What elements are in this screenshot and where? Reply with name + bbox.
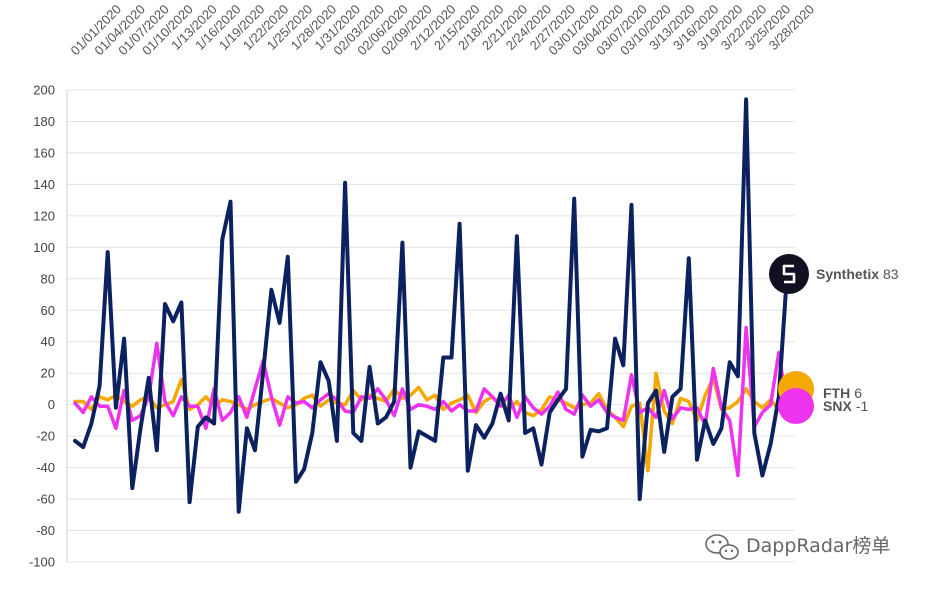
series-name-label: SNX (823, 398, 852, 414)
end-marker-synthetix: Synthetix 83 (769, 254, 899, 294)
y-tick-label: 100 (33, 240, 55, 255)
y-tick-label: -40 (36, 460, 55, 475)
watermark: DappRadar榜单 (705, 534, 890, 560)
series-name-label: FTH (823, 385, 850, 401)
series-line-synthetix (73, 97, 789, 514)
synthetix-logo-icon (782, 264, 796, 284)
series-end-value: 83 (883, 266, 899, 282)
end-marker-snx: SNX -1 (778, 388, 868, 424)
y-axis-ticks: -100 -80 -60 -40 -20 0 20 40 60 80 100 120 140 160 180… (29, 83, 55, 570)
y-tick-label: 20 (41, 366, 55, 381)
y-tick-label: 140 (33, 177, 55, 192)
watermark-text: DappRadar榜单 (746, 535, 890, 557)
series-end-value: -1 (856, 398, 869, 414)
y-tick-label: 200 (33, 83, 55, 98)
series-line-snx (73, 325, 789, 478)
end-dot (778, 388, 814, 424)
y-tick-label: -20 (36, 429, 55, 444)
x-axis-ticks: 01/01/202001/04/202001/07/202001/10/2020… (67, 2, 817, 59)
y-tick-label: 0 (48, 397, 55, 412)
series-lines (73, 97, 789, 514)
y-tick-label: -100 (29, 555, 55, 570)
y-tick-label: -60 (36, 492, 55, 507)
y-tick-label: 160 (33, 145, 55, 160)
y-tick-label: -80 (36, 523, 55, 538)
y-tick-label: 60 (41, 303, 55, 318)
y-tick-label: 80 (41, 271, 55, 286)
wechat-icon (705, 534, 739, 560)
y-tick-label: 180 (33, 114, 55, 129)
series-name-label: Synthetix (816, 266, 879, 282)
y-tick-label: 40 (41, 334, 55, 349)
series-end-value: 6 (854, 385, 862, 401)
y-tick-label: 120 (33, 208, 55, 223)
